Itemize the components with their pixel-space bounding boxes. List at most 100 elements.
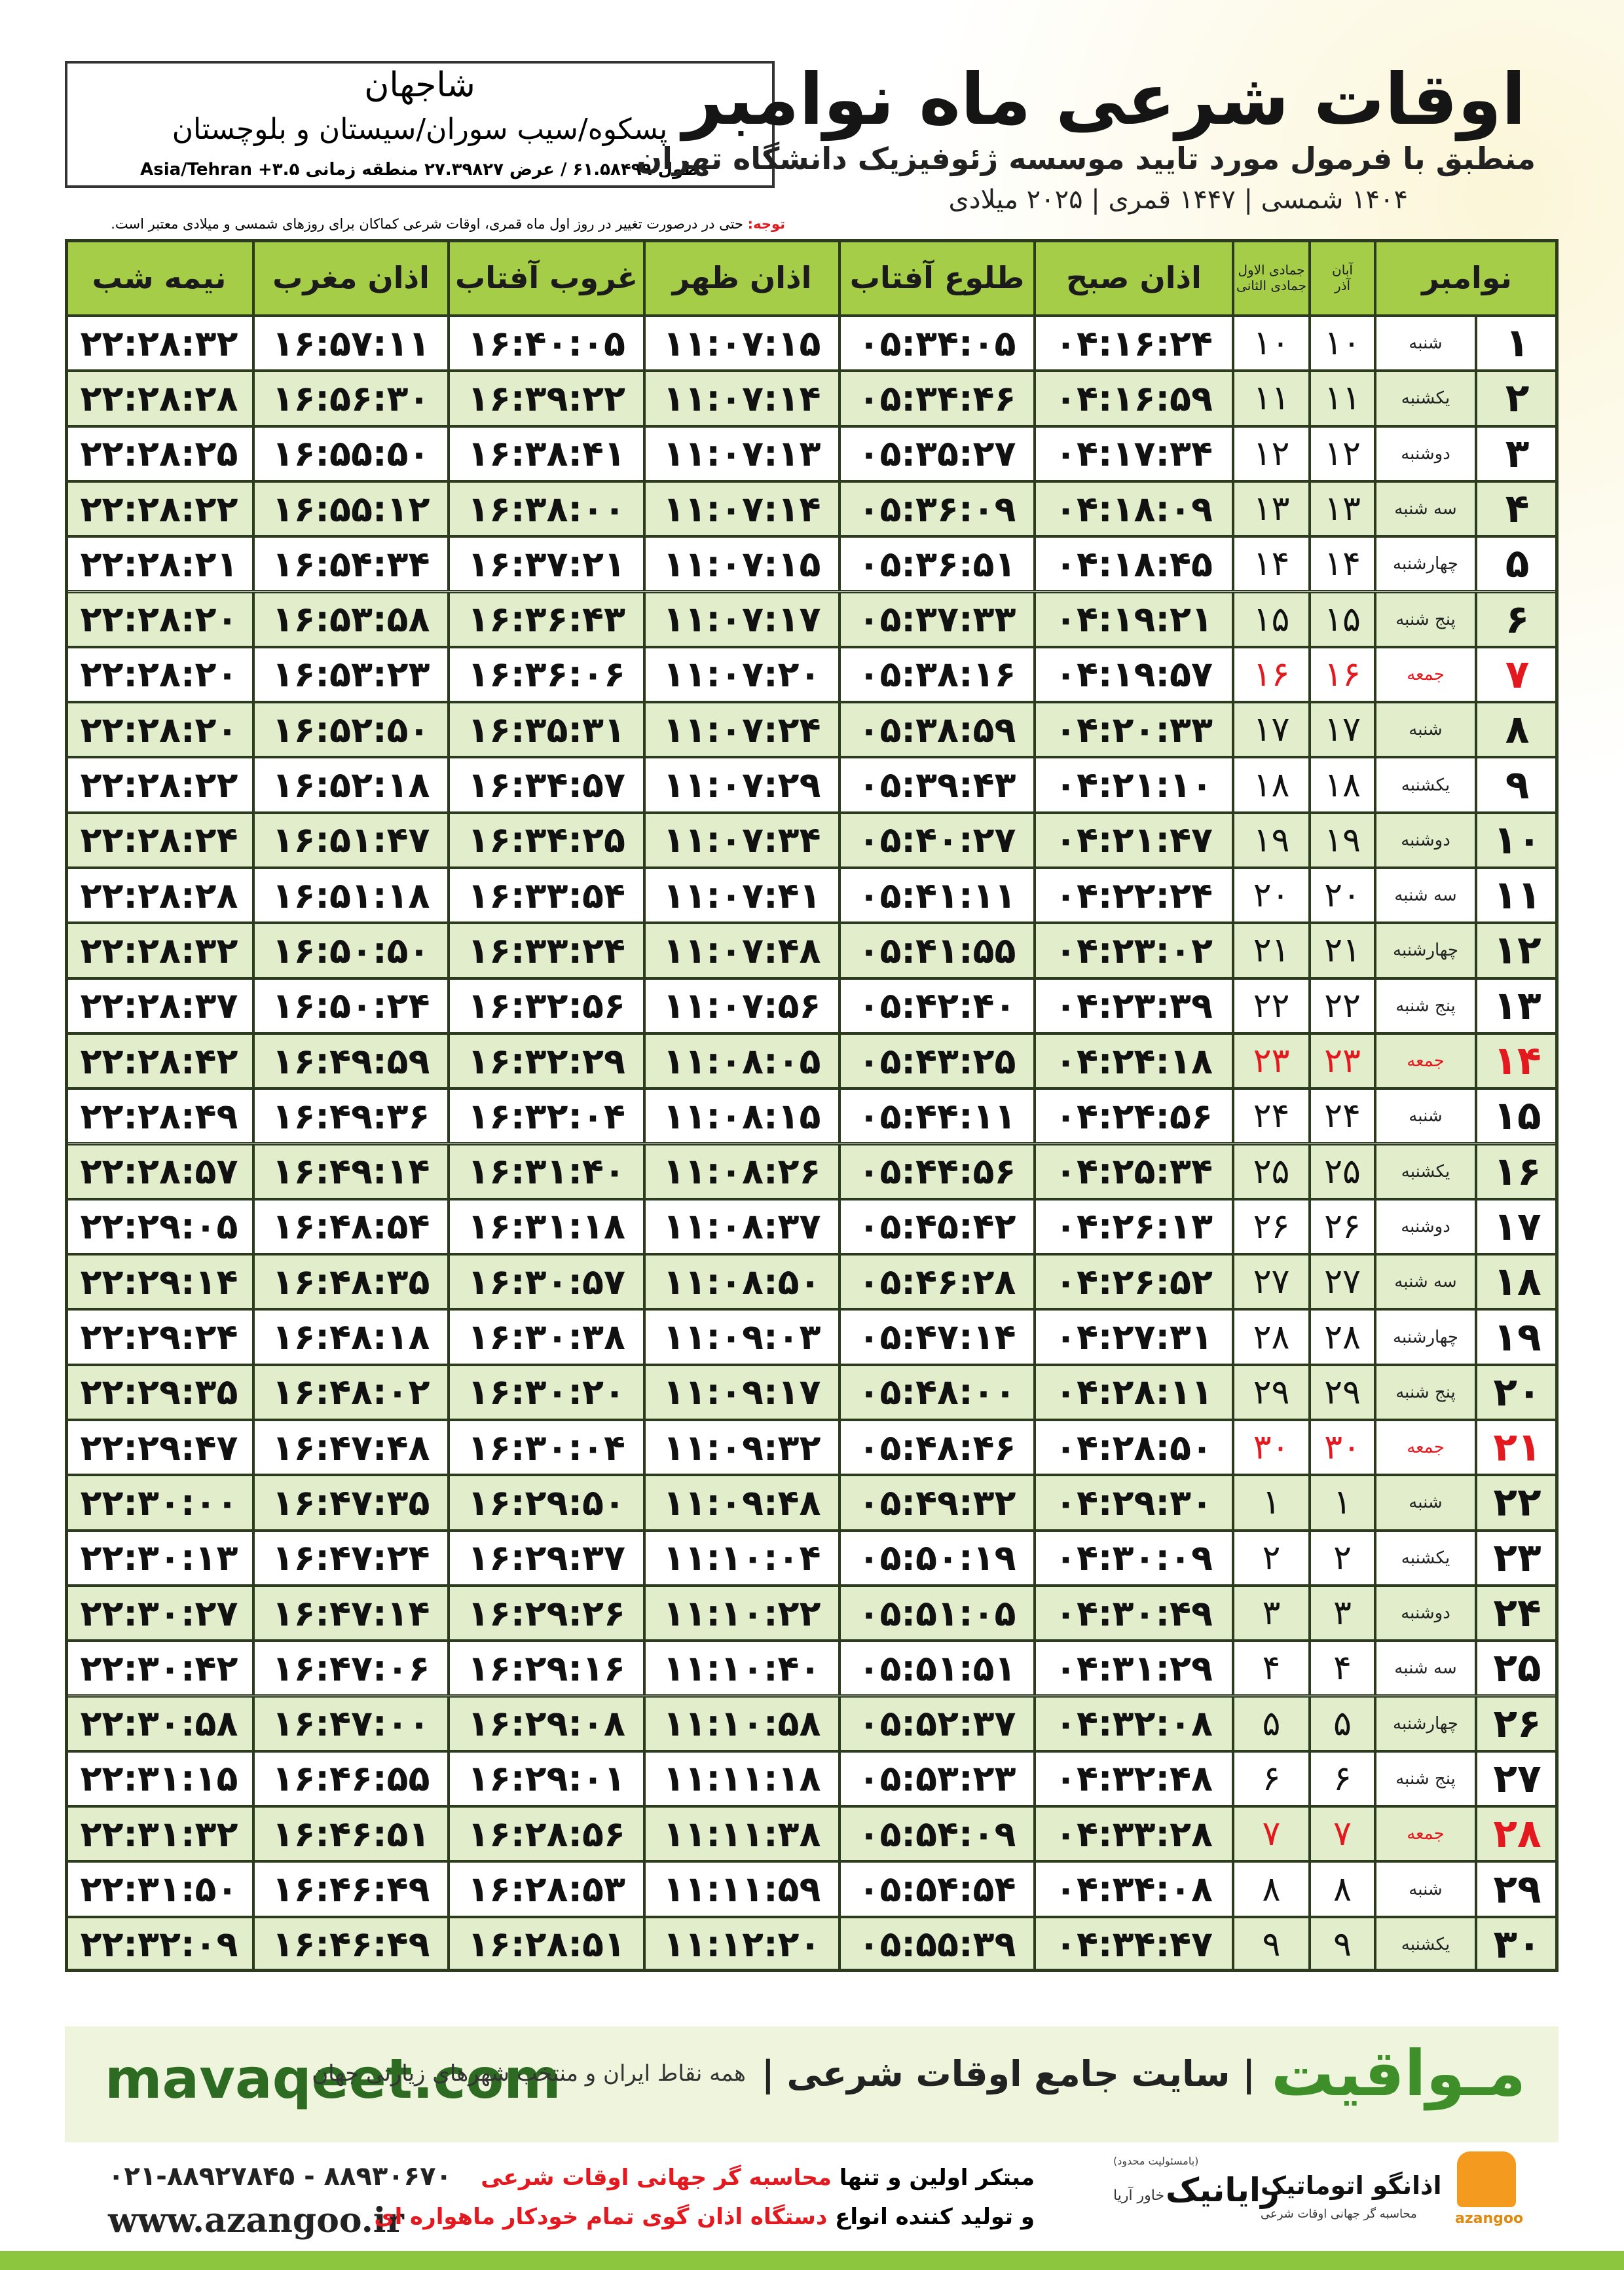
time-cell: ۱۶:۳۴:۲۵ (449, 812, 644, 868)
qamari-day: ۲۸ (1233, 1309, 1310, 1365)
time-cell: ۱۶:۳۱:۴۰ (449, 1144, 644, 1199)
time-cell: ۱۶:۲۹:۰۱ (449, 1751, 644, 1807)
time-cell: ۰۴:۲۳:۳۹ (1035, 978, 1233, 1033)
time-cell: ۰۵:۳۴:۴۶ (840, 371, 1035, 426)
time-cell: ۱۱:۰۹:۱۷ (644, 1364, 840, 1420)
footer-highlight: دستگاه اذان گوی تمام خودکار ماهواره ای (374, 2204, 828, 2230)
shamsi-day: ۲۵ (1310, 1144, 1375, 1199)
time-cell: ۱۶:۵۷:۱۱ (253, 316, 449, 371)
time-cell: ۱۶:۳۶:۰۶ (449, 646, 644, 703)
time-cell: ۰۵:۳۸:۵۹ (840, 702, 1035, 758)
time-cell: ۰۵:۴۴:۱۱ (840, 1088, 1035, 1144)
time-cell: ۰۴:۳۰:۴۹ (1035, 1585, 1233, 1641)
shamsi-day: ۱۲ (1310, 426, 1375, 481)
time-cell: ۲۲:۲۹:۴۷ (65, 1420, 253, 1476)
time-cell: ۱۶:۲۹:۱۶ (449, 1641, 644, 1696)
time-cell: ۲۲:۲۸:۲۲ (65, 481, 253, 537)
weekday: یکشنبه (1375, 1916, 1476, 1972)
time-cell: ۲۲:۳۱:۱۵ (65, 1751, 253, 1807)
time-cell: ۱۱:۰۹:۳۲ (644, 1420, 840, 1476)
time-cell: ۰۵:۵۱:۵۱ (840, 1641, 1035, 1696)
time-cell: ۱۱:۰۸:۱۵ (644, 1088, 840, 1144)
time-cell: ۱۱:۱۰:۴۰ (644, 1641, 840, 1696)
time-cell: ۱۶:۲۹:۳۷ (449, 1530, 644, 1586)
time-cell: ۱۱:۰۸:۳۷ (644, 1199, 840, 1255)
time-cell: ۰۴:۲۸:۵۰ (1035, 1420, 1233, 1476)
time-cell: ۱۶:۴۸:۳۵ (253, 1254, 449, 1310)
shamsi-day: ۳۰ (1310, 1420, 1375, 1476)
weekday: پنج شنبه (1375, 1751, 1476, 1807)
time-cell: ۱۶:۴۸:۱۸ (253, 1309, 449, 1365)
qamari-day: ۱۳ (1233, 481, 1310, 537)
time-cell: ۱۶:۲۹:۲۶ (449, 1585, 644, 1641)
time-cell: ۱۶:۳۰:۵۷ (449, 1254, 644, 1310)
day-number: ۱۳ (1476, 978, 1559, 1033)
time-cell: ۱۱:۰۷:۳۴ (644, 812, 840, 868)
qamari-day: ۵ (1233, 1696, 1310, 1751)
time-cell: ۱۱:۰۷:۲۰ (644, 646, 840, 703)
time-cell: ۱۱:۰۷:۴۱ (644, 868, 840, 923)
time-cell: ۱۶:۳۶:۴۳ (449, 591, 644, 647)
time-cell: ۱۱:۰۷:۲۴ (644, 702, 840, 758)
day-number: ۵ (1476, 536, 1559, 592)
time-cell: ۲۲:۳۰:۲۷ (65, 1585, 253, 1641)
time-cell: ۰۴:۱۶:۵۹ (1035, 371, 1233, 426)
day-number: ۱۰ (1476, 812, 1559, 868)
note-label: توجه: (747, 216, 785, 232)
time-cell: ۱۱:۱۰:۰۴ (644, 1530, 840, 1586)
qamari-day: ۱۱ (1233, 371, 1310, 426)
time-cell: ۲۲:۲۸:۳۲ (65, 316, 253, 371)
time-cell: ۱۶:۳۲:۰۴ (449, 1088, 644, 1144)
time-cell: ۰۵:۴۹:۳۲ (840, 1475, 1035, 1531)
time-cell: ۱۶:۴۹:۱۴ (253, 1144, 449, 1199)
header-cell: نوامبر (1375, 239, 1559, 316)
time-cell: ۰۵:۵۴:۵۴ (840, 1861, 1035, 1917)
time-cell: ۱۶:۴۹:۳۶ (253, 1088, 449, 1144)
time-cell: ۱۱:۱۰:۵۸ (644, 1696, 840, 1751)
shamsi-day: ۲۳ (1310, 1033, 1375, 1089)
time-cell: ۱۱:۰۹:۴۸ (644, 1475, 840, 1531)
shamsi-day: ۱۱ (1310, 371, 1375, 426)
time-cell: ۲۲:۲۹:۳۵ (65, 1364, 253, 1420)
time-cell: ۱۱:۰۸:۵۰ (644, 1254, 840, 1310)
weekday: چهارشنبه (1375, 536, 1476, 592)
header-cell: طلوع آفتاب (840, 239, 1035, 316)
qamari-day: ۱۵ (1233, 591, 1310, 647)
time-cell: ۱۶:۴۷:۲۴ (253, 1530, 449, 1586)
time-cell: ۱۶:۳۸:۴۱ (449, 426, 644, 481)
time-cell: ۲۲:۲۸:۲۴ (65, 812, 253, 868)
time-cell: ۱۶:۵۲:۱۸ (253, 757, 449, 813)
footer-text: مبتکر اولین و تنها (839, 2165, 1035, 2191)
tagline: | سایت جامع اوقات شرعی | (762, 2053, 1255, 2094)
brand: مـواقیت (1270, 2037, 1526, 2110)
qamari-day: ۲۷ (1233, 1254, 1310, 1310)
time-cell: ۰۴:۱۷:۳۴ (1035, 426, 1233, 481)
time-cell: ۱۱:۱۰:۲۲ (644, 1585, 840, 1641)
header-cell: جمادی الاول جمادی الثانی (1233, 239, 1310, 316)
time-cell: ۱۶:۳۰:۳۸ (449, 1309, 644, 1365)
time-cell: ۱۶:۳۳:۲۴ (449, 923, 644, 978)
qamari-day: ۲۲ (1233, 978, 1310, 1033)
logo2: اذانگو اتوماتیک (1261, 2171, 1442, 2200)
time-cell: ۰۵:۵۱:۰۵ (840, 1585, 1035, 1641)
qamari-day: ۳۰ (1233, 1420, 1310, 1476)
weekday: چهارشنبه (1375, 1696, 1476, 1751)
time-cell: ۱۱:۰۷:۱۴ (644, 371, 840, 426)
time-cell: ۰۵:۴۶:۲۸ (840, 1254, 1035, 1310)
time-cell: ۲۲:۳۰:۱۳ (65, 1530, 253, 1586)
qamari-day: ۹ (1233, 1916, 1310, 1972)
day-number: ۱۶ (1476, 1144, 1559, 1199)
time-cell: ۱۶:۳۳:۵۴ (449, 868, 644, 923)
time-cell: ۲۲:۳۰:۵۸ (65, 1696, 253, 1751)
time-cell: ۱۶:۲۹:۰۸ (449, 1696, 644, 1751)
footer-text: و تولید کننده انواع (835, 2204, 1035, 2230)
time-cell: ۱۶:۳۲:۵۶ (449, 978, 644, 1033)
time-cell: ۱۶:۲۸:۵۶ (449, 1806, 644, 1862)
time-cell: ۱۶:۴۹:۵۹ (253, 1033, 449, 1089)
time-cell: ۱۱:۱۲:۲۰ (644, 1916, 840, 1972)
time-cell: ۱۶:۳۹:۲۲ (449, 371, 644, 426)
logo-icon (1457, 2151, 1516, 2207)
time-cell: ۰۴:۲۶:۱۳ (1035, 1199, 1233, 1255)
time-cell: ۰۵:۴۴:۵۶ (840, 1144, 1035, 1199)
